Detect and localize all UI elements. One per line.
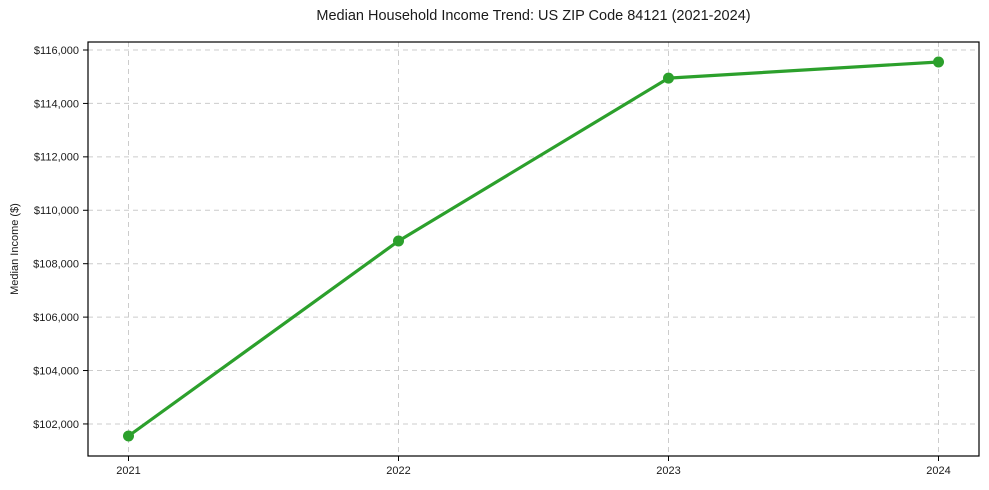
x-tick-label: 2023 bbox=[656, 465, 680, 477]
data-point-marker bbox=[393, 235, 404, 247]
data-point-marker bbox=[933, 56, 944, 68]
data-point-marker bbox=[663, 72, 674, 84]
x-tick-label: 2021 bbox=[116, 465, 140, 477]
x-tick-label: 2022 bbox=[386, 465, 410, 477]
y-tick-label: $104,000 bbox=[33, 365, 79, 377]
x-tick-label: 2024 bbox=[926, 465, 950, 477]
y-tick-label: $108,000 bbox=[33, 259, 79, 271]
y-tick-label: $114,000 bbox=[34, 98, 79, 110]
y-tick-label: $102,000 bbox=[33, 419, 79, 431]
y-tick-label: $106,000 bbox=[33, 312, 79, 324]
chart-title: Median Household Income Trend: US ZIP Co… bbox=[316, 8, 751, 24]
data-point-marker bbox=[123, 430, 134, 442]
plot-border bbox=[87, 41, 980, 457]
y-tick-label: $116,000 bbox=[34, 45, 79, 57]
trend-line bbox=[126, 60, 941, 438]
y-tick-label: $110,000 bbox=[34, 205, 79, 217]
y-tick-label: $112,000 bbox=[34, 152, 79, 164]
